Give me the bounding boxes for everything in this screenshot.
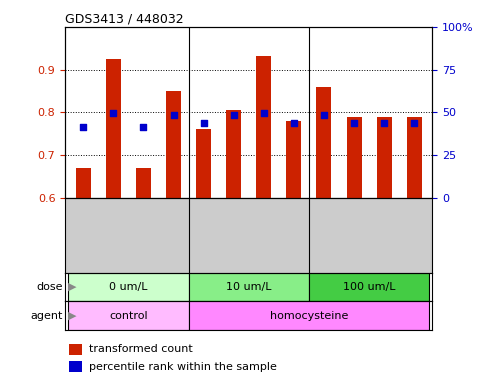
Bar xyxy=(68,273,188,301)
Bar xyxy=(316,87,331,198)
Bar xyxy=(196,129,211,198)
Point xyxy=(350,119,358,126)
Text: 10 um/L: 10 um/L xyxy=(226,282,271,292)
Text: dose: dose xyxy=(36,282,63,292)
Text: 100 um/L: 100 um/L xyxy=(343,282,396,292)
Bar xyxy=(256,56,271,198)
Bar xyxy=(346,117,362,198)
Text: ▶: ▶ xyxy=(68,311,76,321)
Text: transformed count: transformed count xyxy=(89,344,193,354)
Bar xyxy=(226,110,241,198)
Bar xyxy=(106,59,121,198)
Bar xyxy=(377,117,392,198)
Bar xyxy=(76,168,91,198)
Point xyxy=(200,119,208,126)
Bar xyxy=(166,91,181,198)
Point xyxy=(110,110,117,116)
Bar xyxy=(136,168,151,198)
Point xyxy=(170,112,177,118)
Text: agent: agent xyxy=(30,311,63,321)
Point xyxy=(320,112,328,118)
Text: ▶: ▶ xyxy=(68,282,76,292)
Bar xyxy=(286,121,301,198)
Point xyxy=(79,124,87,130)
Point xyxy=(380,119,388,126)
Bar xyxy=(69,344,82,355)
Bar xyxy=(68,301,188,330)
Text: GDS3413 / 448032: GDS3413 / 448032 xyxy=(65,13,184,26)
Bar xyxy=(309,273,429,301)
Bar xyxy=(188,301,429,330)
Point xyxy=(140,124,147,130)
Bar xyxy=(188,273,309,301)
Text: percentile rank within the sample: percentile rank within the sample xyxy=(89,362,277,372)
Point xyxy=(411,119,418,126)
Point xyxy=(260,110,268,116)
Point xyxy=(230,112,238,118)
Point xyxy=(290,119,298,126)
Bar xyxy=(407,117,422,198)
Bar xyxy=(69,361,82,372)
Text: control: control xyxy=(109,311,148,321)
Text: 0 um/L: 0 um/L xyxy=(109,282,148,292)
Text: homocysteine: homocysteine xyxy=(270,311,348,321)
